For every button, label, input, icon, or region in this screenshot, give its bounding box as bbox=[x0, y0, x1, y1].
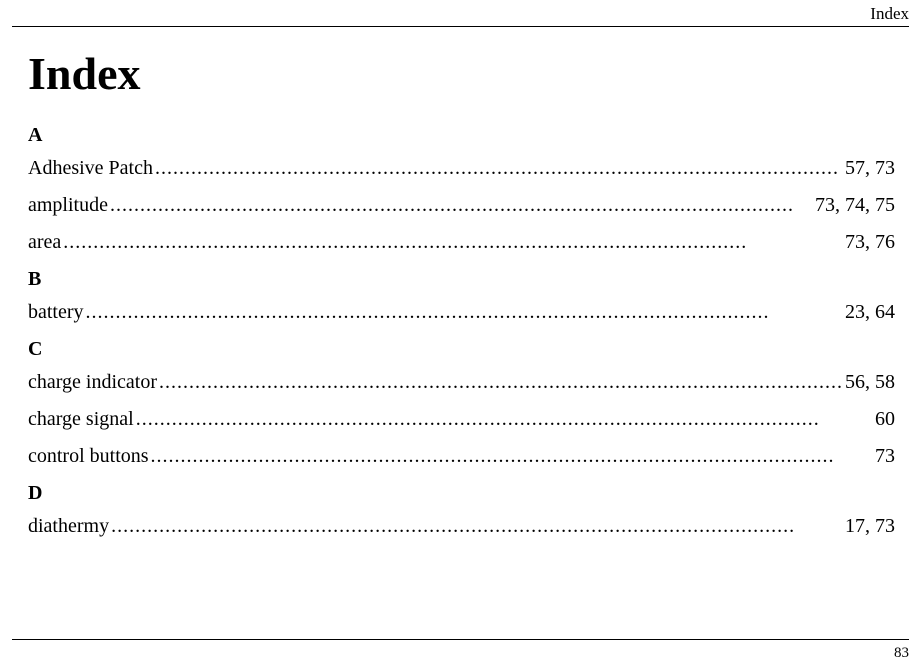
index-pages: 73, 74, 75 bbox=[815, 194, 895, 217]
header-label: Index bbox=[870, 4, 909, 23]
index-term: amplitude bbox=[28, 194, 108, 217]
index-entry: amplitude 73, 74, 75 bbox=[28, 194, 895, 217]
leader-dots bbox=[111, 515, 843, 538]
running-header: Index bbox=[0, 0, 921, 26]
index-pages: 56, 58 bbox=[845, 371, 895, 394]
index-col-left: A Adhesive Patch 57, 73 amplitude 73, 74, … bbox=[28, 114, 895, 585]
leader-dots bbox=[86, 301, 843, 324]
leader-dots bbox=[151, 445, 873, 468]
index-entry: area 73, 76 bbox=[28, 231, 895, 254]
index-pages: 60 bbox=[875, 408, 895, 431]
index-pages: 17, 73 bbox=[845, 515, 895, 538]
leader-dots bbox=[63, 231, 843, 254]
index-pages: 57, 73 bbox=[845, 157, 895, 180]
index-entry: battery 23, 64 bbox=[28, 301, 895, 324]
index-term: area bbox=[28, 231, 61, 254]
header-rule bbox=[12, 26, 909, 27]
index-term: diathermy bbox=[28, 515, 109, 538]
index-entry: charge indicator 56, 58 bbox=[28, 371, 895, 394]
index-term: charge signal bbox=[28, 408, 134, 431]
index-term: Adhesive Patch bbox=[28, 157, 153, 180]
index-term: battery bbox=[28, 301, 84, 324]
index-letter: D bbox=[28, 482, 895, 505]
index-pages: 23, 64 bbox=[845, 301, 895, 324]
leader-dots bbox=[155, 157, 843, 180]
index-columns: A Adhesive Patch 57, 73 amplitude 73, 74, … bbox=[0, 114, 921, 585]
page-title: Index bbox=[0, 29, 921, 114]
index-term: charge indicator bbox=[28, 371, 157, 394]
index-term: control buttons bbox=[28, 445, 149, 468]
index-letter: C bbox=[28, 338, 895, 361]
index-letter: A bbox=[28, 124, 895, 147]
page-number: 83 bbox=[894, 645, 909, 662]
leader-dots bbox=[159, 371, 843, 394]
index-entry: charge signal 60 bbox=[28, 408, 895, 431]
index-entry: Adhesive Patch 57, 73 bbox=[28, 157, 895, 180]
footer-rule bbox=[12, 639, 909, 640]
index-entry: control buttons 73 bbox=[28, 445, 895, 468]
leader-dots bbox=[110, 194, 813, 217]
index-letter: B bbox=[28, 268, 895, 291]
index-entry: diathermy 17, 73 bbox=[28, 515, 895, 538]
index-pages: 73 bbox=[875, 445, 895, 468]
leader-dots bbox=[136, 408, 873, 431]
index-pages: 73, 76 bbox=[845, 231, 895, 254]
